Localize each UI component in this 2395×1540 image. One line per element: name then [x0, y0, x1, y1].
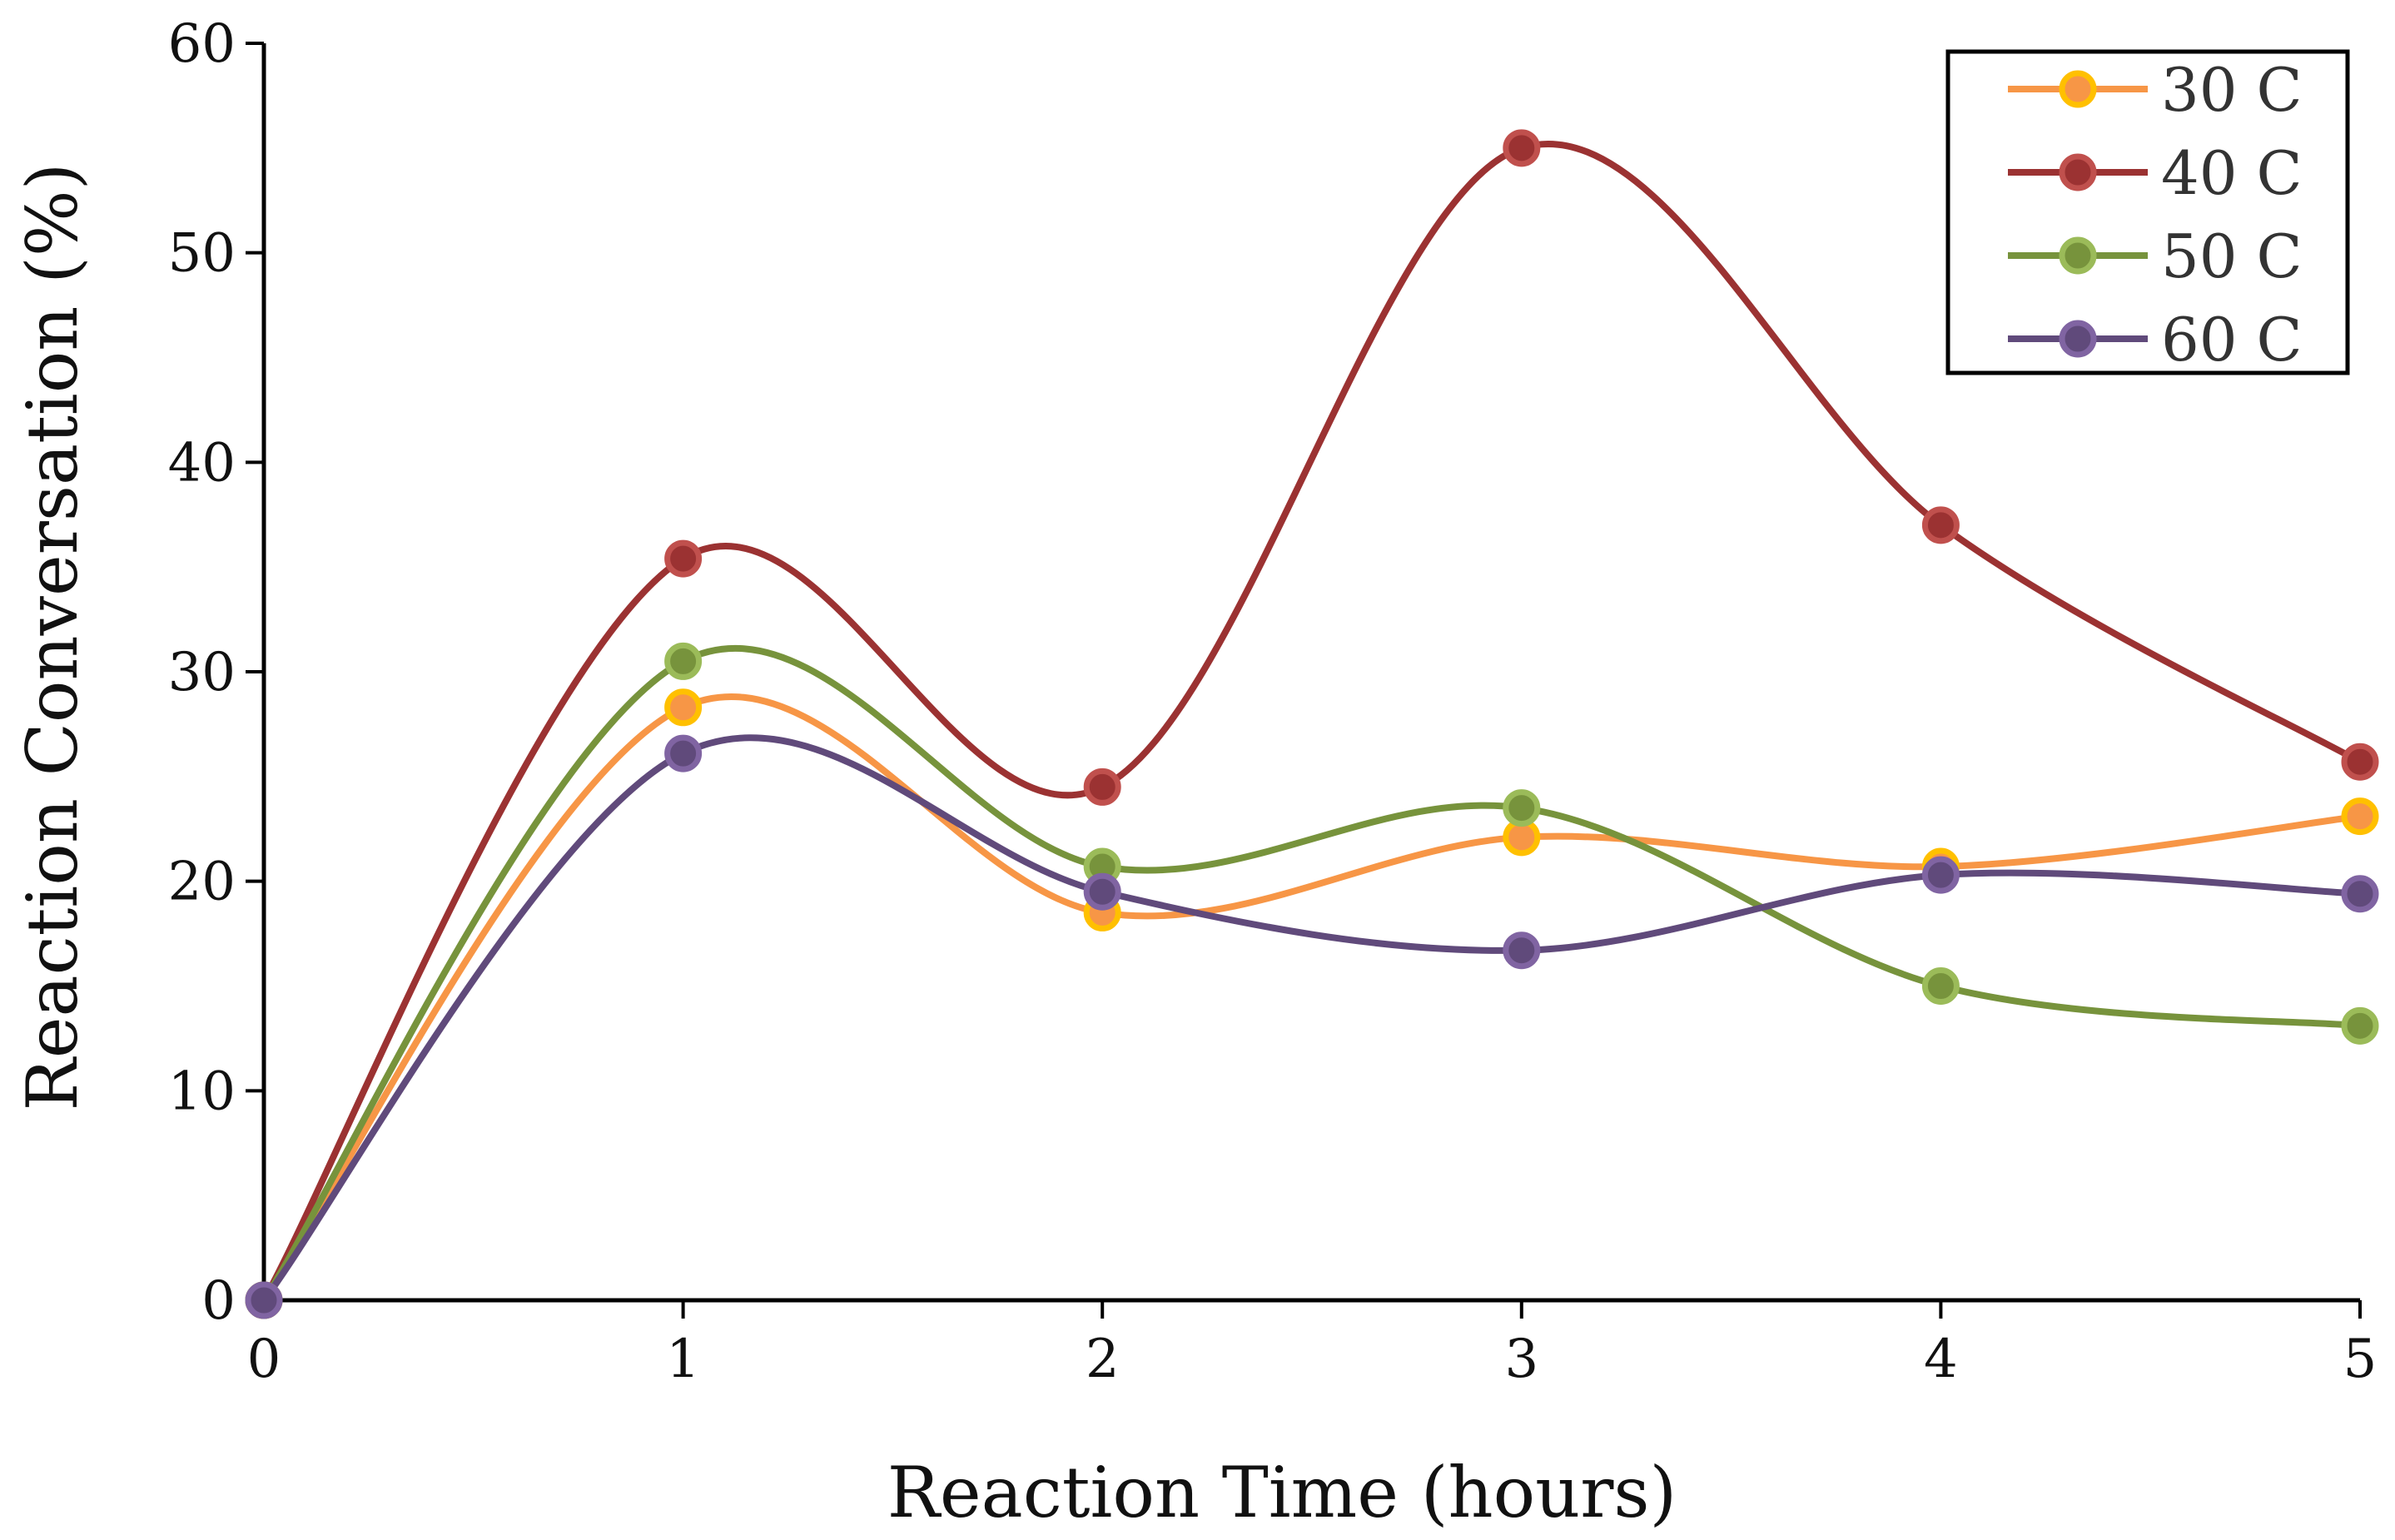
- data-point-40-c: [1503, 129, 1541, 167]
- data-point-60-c: [664, 734, 703, 772]
- data-point-50-c: [1503, 789, 1541, 827]
- data-point-60-c: [2341, 875, 2379, 913]
- x-axis-title: Reaction Time (hours): [887, 1452, 1677, 1533]
- x-tick-label: 0: [247, 1329, 281, 1390]
- data-point-40-c: [664, 539, 703, 578]
- legend: 30 C 40 C 50 C 60 C: [1945, 49, 2350, 375]
- legend-marker-60-c: [2059, 320, 2097, 358]
- x-tick-label: 2: [1086, 1329, 1120, 1390]
- data-point-60-c: [1921, 856, 1960, 894]
- data-point-50-c: [1921, 967, 1960, 1005]
- series-line-60-c: [261, 734, 2363, 1304]
- data-point-50-c: [664, 642, 703, 680]
- series-line-30-c: [261, 693, 2363, 1304]
- y-tick-label: 50: [168, 223, 236, 285]
- legend-marker-50-c: [2059, 236, 2097, 275]
- legend-marker-30-c: [2059, 70, 2097, 108]
- x-tick-label: 5: [2343, 1329, 2378, 1390]
- y-tick-label: 40: [168, 432, 236, 494]
- y-tick-label: 0: [201, 1270, 236, 1332]
- series-layer: [245, 129, 2379, 1319]
- data-point-60-c: [245, 1281, 283, 1319]
- data-point-60-c: [1503, 931, 1541, 970]
- legend-marker-40-c: [2059, 153, 2097, 191]
- data-point-30-c: [664, 688, 703, 727]
- legend-label-50-c: 50 C: [2161, 221, 2303, 291]
- legend-box: [1945, 49, 2350, 375]
- data-point-40-c: [1921, 506, 1960, 544]
- legend-label-60-c: 60 C: [2161, 305, 2303, 375]
- x-tick-label: 1: [666, 1329, 700, 1390]
- x-tick-label: 3: [1504, 1329, 1538, 1390]
- y-axis-title: Reaction Conversation (%): [12, 163, 93, 1111]
- y-tick-label: 10: [168, 1061, 236, 1122]
- y-tick-label: 30: [168, 642, 236, 703]
- data-point-50-c: [2341, 1006, 2379, 1045]
- series-line-50-c: [261, 645, 2363, 1304]
- y-tick-label: 20: [168, 852, 236, 913]
- axes: 0 10 20 30 40 50 60 0 1 2 3 4 5: [168, 13, 2378, 1390]
- legend-label-30-c: 30 C: [2161, 55, 2303, 125]
- data-point-40-c: [1083, 768, 1121, 806]
- data-point-60-c: [1083, 872, 1121, 911]
- data-point-40-c: [2341, 743, 2379, 781]
- x-tick-label: 4: [1924, 1329, 1958, 1390]
- data-point-30-c: [2341, 797, 2379, 836]
- y-tick-label: 60: [168, 13, 236, 75]
- legend-label-40-c: 40 C: [2161, 138, 2303, 208]
